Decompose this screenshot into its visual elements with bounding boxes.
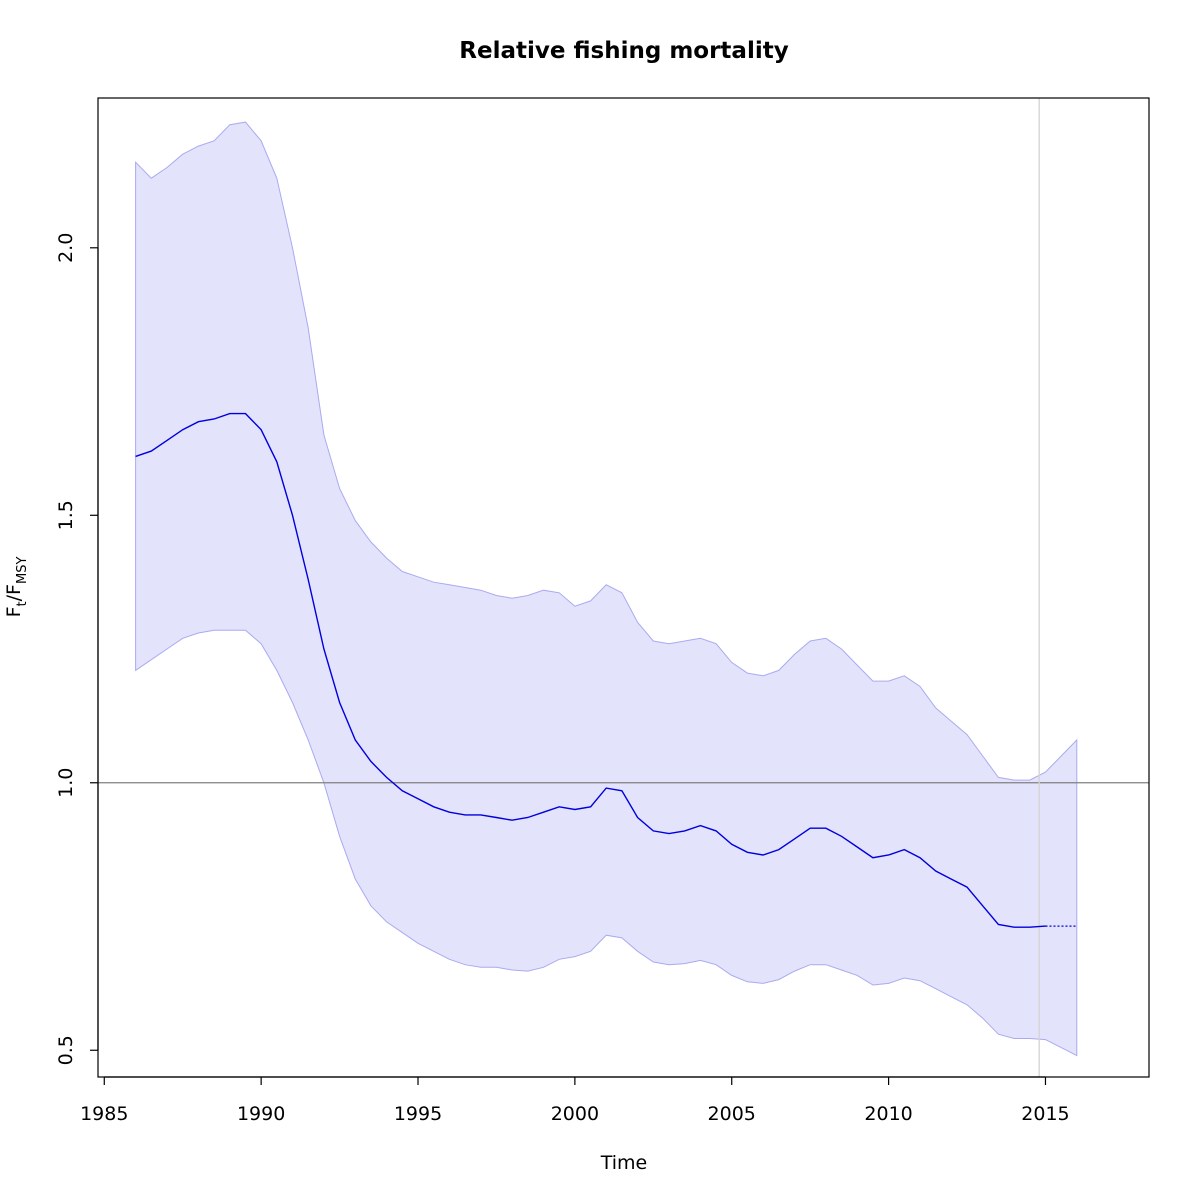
y-tick-label: 0.5 [55,1035,77,1065]
x-tick-label: 1990 [237,1103,285,1125]
x-tick-label: 2000 [551,1103,599,1125]
chart-title: Relative fishing mortality [459,38,788,64]
x-axis: 1985 1990 1995 2000 2005 2010 2015 [80,1076,1070,1125]
estimate-line [135,412,1046,928]
confidence-band [135,121,1078,1057]
y-tick-label: 1.5 [55,500,77,530]
y-axis-label-sub-t: t [15,601,30,606]
plot-area [97,97,1150,1078]
y-axis: 0.5 1.0 1.5 2.0 [55,233,99,1065]
x-tick-label: 2005 [708,1103,756,1125]
x-tick-label: 2015 [1021,1103,1069,1125]
y-tick-label: 1.0 [55,768,77,798]
y-tick-label: 2.0 [55,233,77,263]
x-tick-label: 2010 [864,1103,912,1125]
x-tick-label: 1995 [394,1103,442,1125]
y-axis-label: Ft/FMSY [3,557,30,618]
y-axis-label-sub-msy: MSY [15,557,30,584]
y-axis-label-main: F [3,606,25,617]
x-tick-label: 1985 [80,1103,128,1125]
y-axis-label-separator: /F [3,584,25,601]
x-axis-label: Time [600,1152,648,1174]
